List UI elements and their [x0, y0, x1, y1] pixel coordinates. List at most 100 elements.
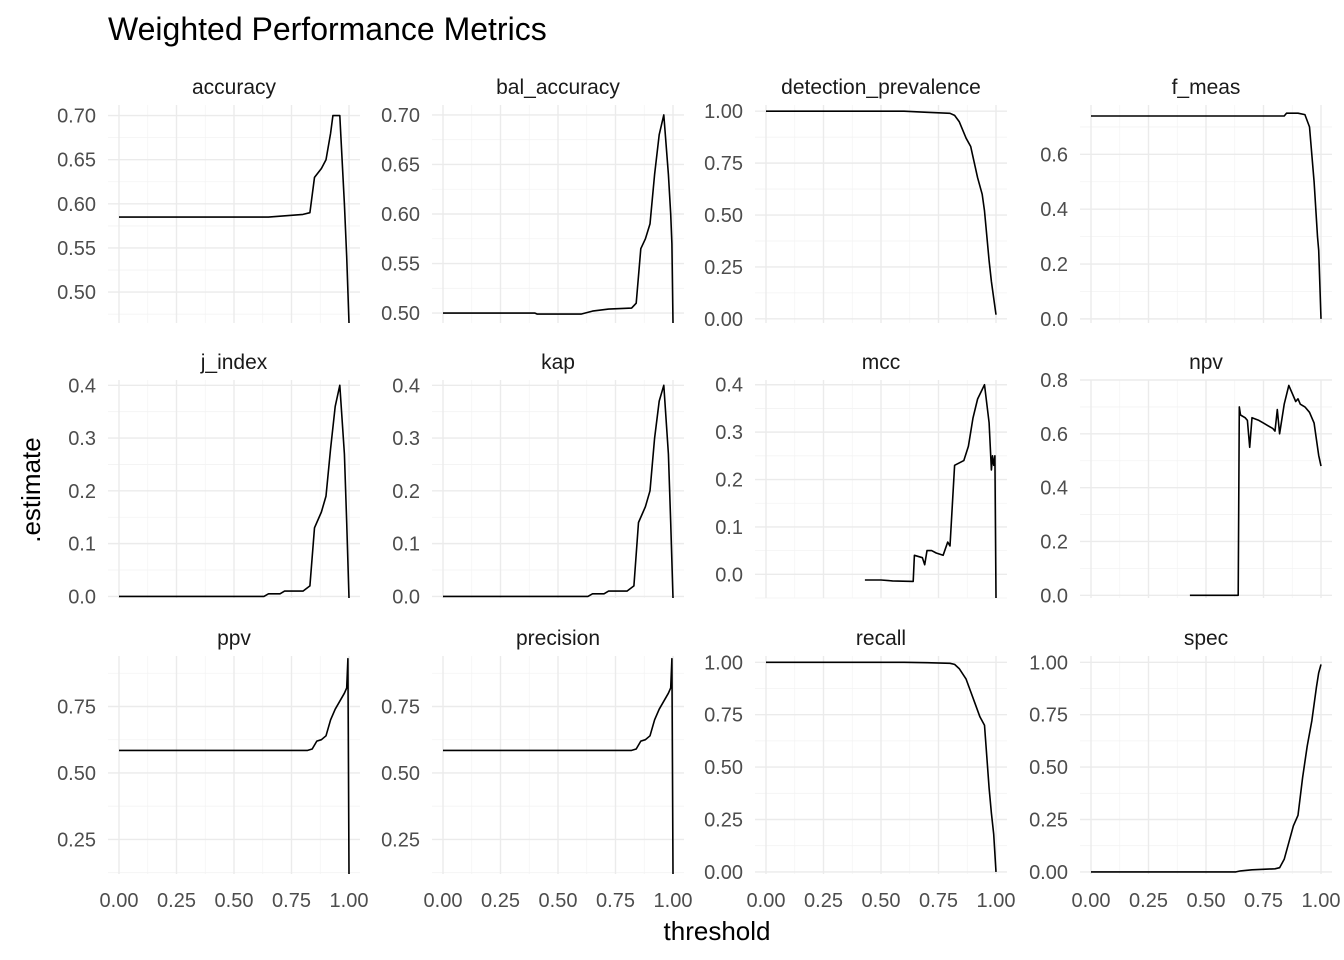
facet-detection_prevalence: 0.00 0.25 0.50 0.75 1.00 detection_prevalence — [704, 76, 1007, 331]
facet-accuracy: 0.50 0.55 0.60 0.65 0.70 accuracy — [57, 76, 360, 324]
y-tick-label: 0.75 — [704, 153, 743, 175]
x-tick-label: 0.25 — [1129, 890, 1168, 912]
facet-f_meas: 0.0 0.2 0.4 0.6 f_meas — [1040, 76, 1332, 331]
y-tick-label: 0.25 — [381, 829, 420, 851]
facet-recall: 0.00 0.25 0.50 0.75 1.00 0.00 0.25 0.50 0.75 1.00… — [704, 627, 1015, 912]
y-tick-label: 0.75 — [381, 697, 420, 719]
x-tick-label: 0.75 — [272, 890, 311, 912]
x-tick-label: 0.50 — [215, 890, 254, 912]
y-tick-label: 0.6 — [1040, 144, 1068, 166]
x-axis-title: threshold — [664, 916, 771, 946]
facet-strip-label: kap — [541, 351, 575, 374]
y-tick-label: 0.0 — [715, 564, 743, 586]
series-line-kap — [443, 384, 674, 599]
y-tick-label: 0.0 — [1040, 585, 1068, 607]
x-tick-label: 0.00 — [100, 890, 139, 912]
y-tick-label: 0.25 — [1029, 810, 1068, 832]
x-tick-label: 0.75 — [596, 890, 635, 912]
y-tick-label: 0.0 — [68, 586, 96, 608]
y-tick-label: 0.65 — [381, 154, 420, 176]
y-tick-label: 0.25 — [57, 829, 96, 851]
y-tick-label: 0.70 — [57, 106, 96, 128]
series-line-accuracy — [119, 114, 350, 324]
y-tick-label: 0.1 — [392, 534, 420, 556]
x-tick-label: 0.00 — [1072, 890, 1111, 912]
facet-strip-label: bal_accuracy — [496, 76, 620, 99]
y-tick-label: 0.4 — [1040, 199, 1068, 221]
y-tick-label: 0.2 — [392, 481, 420, 503]
facet-strip-label: detection_prevalence — [781, 76, 981, 99]
y-tick-label: 0.2 — [1040, 254, 1068, 276]
y-axis-title: .estimate — [16, 437, 46, 543]
facet-grid: 0.500.550.600.650.70accuracy0.500.550.60… — [57, 76, 1340, 912]
chart-title: Weighted Performance Metrics — [108, 11, 547, 47]
y-tick-label: 0.0 — [392, 586, 420, 608]
x-tick-label: 1.00 — [1302, 890, 1341, 912]
x-tick-label: 0.75 — [1244, 890, 1283, 912]
y-tick-label: 0.65 — [57, 150, 96, 172]
x-tick-label: 1.00 — [330, 890, 369, 912]
x-tick-label: 1.00 — [654, 890, 693, 912]
x-tick-label: 0.25 — [804, 890, 843, 912]
facet-kap: 0.0 0.1 0.2 0.3 0.4 kap — [392, 351, 684, 608]
facet-strip-label: precision — [516, 627, 600, 650]
y-tick-label: 0.2 — [1040, 531, 1068, 553]
y-tick-label: 0.70 — [381, 105, 420, 127]
series-line-mcc — [864, 383, 997, 599]
facet-strip-label: mcc — [862, 351, 901, 374]
facet-bal_accuracy: 0.50 0.55 0.60 0.65 0.70 bal_accuracy — [381, 76, 684, 325]
series-line-bal_accuracy — [443, 114, 674, 324]
y-tick-label: 0.50 — [381, 763, 420, 785]
y-tick-label: 0.00 — [704, 309, 743, 331]
y-tick-label: 0.4 — [68, 375, 96, 397]
facet-strip-label: j_index — [200, 351, 268, 374]
y-tick-label: 0.55 — [381, 254, 420, 276]
y-tick-label: 0.1 — [68, 534, 96, 556]
x-tick-label: 0.50 — [1187, 890, 1226, 912]
y-tick-label: 0.25 — [704, 257, 743, 279]
y-tick-label: 0.50 — [381, 303, 420, 325]
x-tick-label: 0.00 — [424, 890, 463, 912]
y-tick-label: 0.00 — [704, 862, 743, 884]
facet-spec: 0.00 0.25 0.50 0.75 1.00 0.00 0.25 0.50 0.75 1.00… — [1029, 627, 1340, 912]
series-line-detection_prevalence — [766, 110, 997, 315]
facet-npv: 0.0 0.2 0.4 0.6 0.8 npv — [1040, 351, 1332, 607]
y-tick-label: 0.2 — [715, 470, 743, 492]
facet-strip-label: accuracy — [192, 76, 277, 99]
y-tick-label: 0.60 — [57, 194, 96, 216]
facet-strip-label: recall — [856, 627, 906, 650]
y-tick-label: 0.8 — [1040, 370, 1068, 392]
y-tick-label: 1.00 — [704, 101, 743, 123]
x-tick-label: 0.75 — [919, 890, 958, 912]
y-tick-label: 0.4 — [715, 375, 743, 397]
y-tick-label: 0.50 — [704, 757, 743, 779]
y-tick-label: 1.00 — [1029, 652, 1068, 674]
y-tick-label: 0.55 — [57, 238, 96, 260]
y-tick-label: 0.25 — [704, 810, 743, 832]
x-tick-label: 0.50 — [862, 890, 901, 912]
facet-mcc: 0.0 0.1 0.2 0.3 0.4 mcc — [715, 351, 1007, 599]
y-tick-label: 0.1 — [715, 517, 743, 539]
series-line-spec — [1091, 664, 1322, 873]
y-tick-label: 0.0 — [1040, 309, 1068, 331]
x-tick-label: 0.25 — [157, 890, 196, 912]
x-tick-label: 0.00 — [747, 890, 786, 912]
x-tick-label: 0.50 — [539, 890, 578, 912]
series-line-f_meas — [1091, 112, 1322, 319]
facet-strip-label: spec — [1184, 627, 1228, 650]
y-tick-label: 0.3 — [68, 428, 96, 450]
y-tick-label: 0.4 — [1040, 478, 1068, 500]
y-tick-label: 0.50 — [704, 205, 743, 227]
y-tick-label: 0.60 — [381, 204, 420, 226]
series-line-precision — [443, 657, 674, 875]
y-tick-label: 0.3 — [715, 422, 743, 444]
y-tick-label: 0.00 — [1029, 862, 1068, 884]
y-tick-label: 0.2 — [68, 481, 96, 503]
facet-strip-label: f_meas — [1172, 76, 1241, 99]
facet-strip-label: ppv — [217, 627, 251, 650]
y-tick-label: 1.00 — [704, 652, 743, 674]
y-tick-label: 0.3 — [392, 428, 420, 450]
series-line-ppv — [119, 657, 350, 875]
y-tick-label: 0.50 — [57, 282, 96, 304]
